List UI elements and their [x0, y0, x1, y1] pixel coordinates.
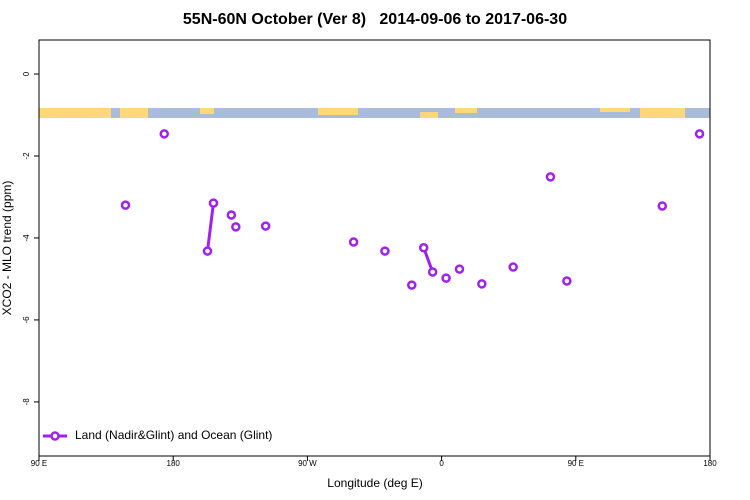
data-point — [508, 262, 518, 272]
x-tick-label: 180 — [167, 459, 181, 468]
data-point — [562, 276, 572, 286]
x-tick-label: 90 W — [298, 459, 317, 468]
data-line — [207, 134, 699, 272]
data-point — [380, 246, 390, 256]
x-tick-label: 90 E — [568, 459, 584, 468]
data-point — [226, 210, 237, 220]
data-point — [694, 129, 705, 139]
data-point — [441, 273, 451, 283]
data-point — [260, 221, 271, 231]
data-point — [407, 280, 417, 290]
data-point — [427, 267, 438, 277]
data-point — [477, 279, 487, 289]
legend-marker — [50, 431, 60, 441]
data-point — [657, 201, 668, 211]
y-tick-label: -4 — [22, 234, 31, 242]
y-tick-label: -2 — [22, 152, 31, 160]
data-point — [120, 200, 131, 210]
legend-label: Land (Nadir&Glint) and Ocean (Glint) — [75, 428, 272, 442]
x-tick-label: 180 — [703, 459, 717, 468]
data-point — [159, 129, 170, 139]
chart-title: 55N-60N October (Ver 8) 2014-09-06 to 20… — [183, 11, 567, 28]
x-axis-label: Longitude (deg E) — [327, 476, 422, 490]
map-strip — [39, 108, 710, 118]
y-axis-label: XCO2 - MLO trend (ppm) — [0, 181, 14, 316]
plot-frame — [38, 39, 711, 457]
data-point — [454, 264, 465, 274]
data-point — [418, 243, 429, 253]
data-point — [202, 246, 213, 256]
y-tick-label: -6 — [22, 316, 31, 324]
x-tick-label: 0 — [439, 459, 444, 468]
data-point — [545, 172, 556, 182]
y-tick-label: -8 — [22, 398, 31, 406]
data-point — [208, 198, 219, 208]
data-point — [348, 237, 359, 247]
x-tick-label: 90 E — [31, 459, 47, 468]
y-tick-label: 0 — [22, 71, 31, 76]
data-point — [231, 222, 241, 232]
